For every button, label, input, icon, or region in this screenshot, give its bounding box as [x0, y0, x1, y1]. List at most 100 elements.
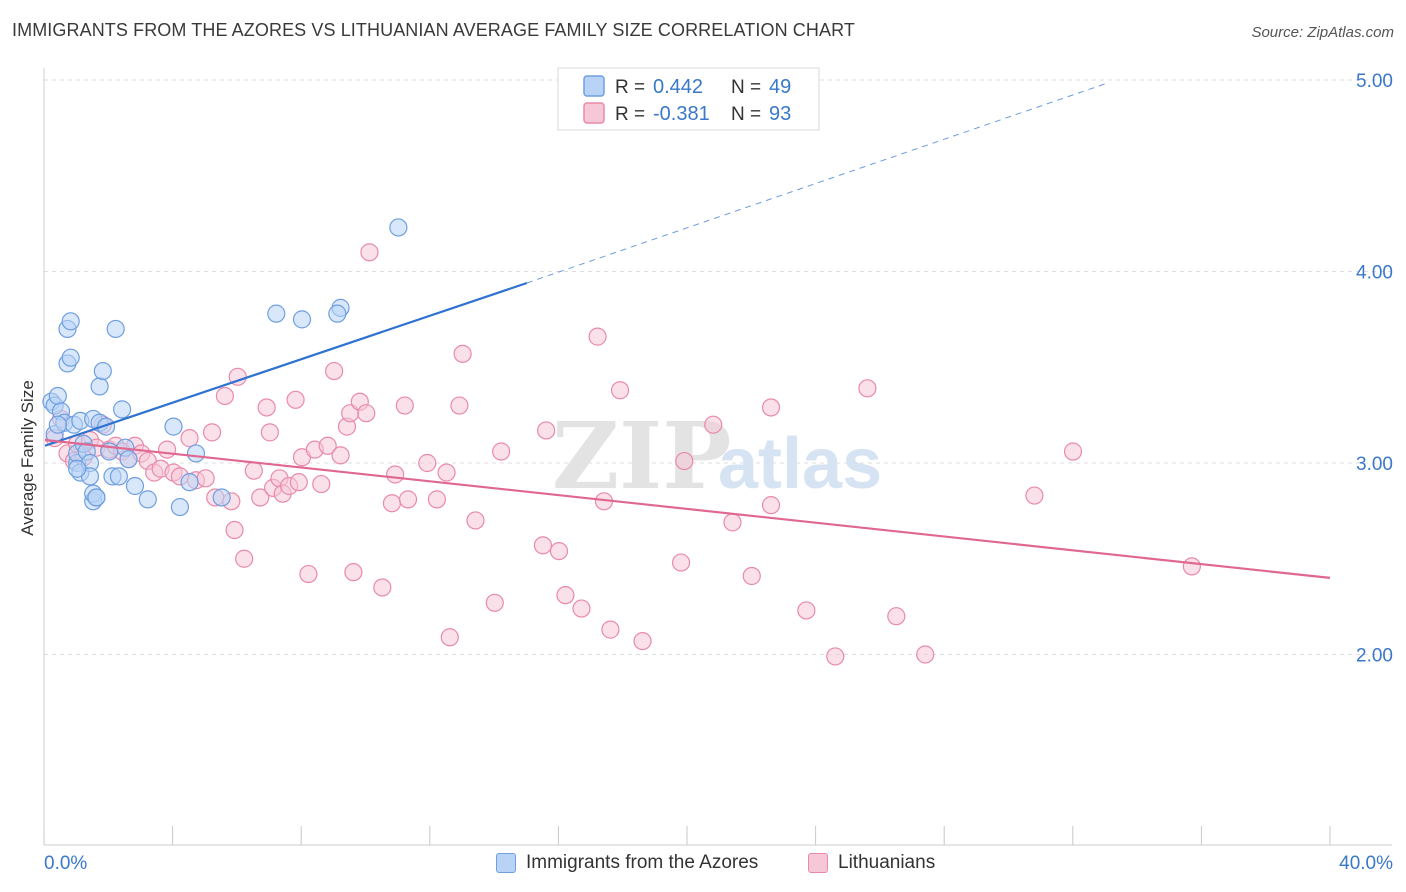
- lithuanian-point: [610, 381, 630, 400]
- azores-point: [267, 304, 286, 323]
- azores-point: [170, 497, 190, 517]
- lithuanian-trendline: [44, 438, 1331, 579]
- series-lithuanian: [45, 243, 1201, 666]
- azores-point: [93, 361, 112, 381]
- legend-label-lithuanians: Lithuanians: [838, 852, 936, 873]
- n-value: 93: [769, 103, 791, 125]
- lithuanian-point: [1063, 442, 1083, 461]
- lithuanian-point: [312, 474, 331, 494]
- watermark-zip: ZIP: [552, 402, 731, 510]
- lithuanian-point: [196, 469, 215, 488]
- lithuanian-point: [202, 423, 222, 442]
- lithuanian-point: [466, 511, 485, 530]
- lithuanian-point: [235, 549, 254, 568]
- lithuanian-point: [450, 396, 469, 415]
- lithuanian-point: [742, 566, 761, 586]
- lithuanian-point: [761, 496, 781, 515]
- azores-point: [292, 310, 312, 329]
- lithuanian-point: [492, 442, 511, 461]
- y-tick-label: 2.00: [1356, 646, 1393, 667]
- r-label: R =: [615, 104, 645, 125]
- azores-point: [106, 319, 125, 339]
- lithuanian-point: [916, 645, 935, 664]
- lithuanian-point: [633, 631, 652, 651]
- lithuanian-point: [887, 607, 906, 626]
- azores-point: [68, 459, 87, 478]
- y-tick-label: 5.00: [1356, 71, 1393, 92]
- azores-point: [186, 444, 206, 463]
- azores-point: [61, 312, 80, 331]
- lithuanian-point: [325, 361, 344, 381]
- lithuanian-point: [257, 398, 276, 417]
- watermark-atlas: atlas: [718, 424, 882, 504]
- lithuanian-point: [1182, 557, 1201, 576]
- lithuanian-point: [601, 620, 620, 639]
- lithuanian-point: [1025, 486, 1044, 505]
- lithuanian-point: [533, 536, 553, 555]
- lithuanian-point: [386, 465, 405, 484]
- stats-legend: R = 0.442 N = 49 R = -0.381 N = 93: [557, 67, 820, 131]
- r-value: 0.442: [653, 76, 703, 98]
- lithuanian-point: [704, 415, 723, 434]
- lithuanian-point: [437, 463, 456, 482]
- chart-title: IMMIGRANTS FROM THE AZORES VS LITHUANIAN…: [12, 20, 855, 40]
- r-value: -0.381: [653, 103, 710, 125]
- azores-point: [87, 488, 106, 507]
- y-tick-label: 4.00: [1356, 263, 1393, 284]
- lithuanian-point: [588, 327, 607, 346]
- azores-trendline: [44, 281, 528, 447]
- lithuanian-point: [357, 404, 376, 423]
- lithuanian-point: [440, 628, 459, 647]
- y-axis-label: Average Family Size: [18, 380, 37, 536]
- azores-point: [119, 450, 138, 469]
- lithuanian-point: [418, 453, 437, 473]
- azores-point: [138, 490, 157, 509]
- azores-point: [328, 304, 347, 323]
- azores-point: [90, 377, 109, 396]
- lithuanian-point: [344, 563, 363, 582]
- lithuanian-point: [549, 541, 569, 561]
- n-value: 49: [769, 76, 791, 98]
- azores-point: [61, 348, 80, 367]
- x-tick-label-max: 40.0%: [1339, 853, 1393, 874]
- lithuanian-point: [382, 494, 402, 513]
- source-credit: Source: ZipAtlas.com: [1251, 24, 1394, 41]
- n-label: N =: [731, 77, 761, 98]
- lithuanians-swatch: [808, 853, 828, 873]
- lithuanian-point: [289, 473, 308, 492]
- lithuanian-point: [675, 451, 694, 471]
- lithuanian-point: [157, 440, 177, 459]
- y-tick-label: 3.00: [1356, 454, 1393, 475]
- lithuanian-point: [427, 490, 447, 509]
- lithuanian-point: [244, 461, 263, 480]
- r-label: R =: [615, 77, 645, 98]
- stats-swatch: [583, 102, 605, 124]
- lithuanian-point: [453, 344, 472, 363]
- lithuanian-point: [797, 601, 816, 620]
- azores-point: [109, 467, 128, 486]
- lithuanian-point: [537, 421, 556, 440]
- lithuanian-point: [331, 446, 350, 465]
- lithuanian-point: [398, 490, 418, 509]
- lithuanian-point: [180, 429, 199, 448]
- stats-swatch: [583, 75, 605, 97]
- azores-swatch: [496, 853, 516, 873]
- n-label: N =: [731, 104, 761, 125]
- azores-point: [48, 386, 67, 406]
- lithuanian-point: [251, 488, 270, 507]
- azores-point: [389, 218, 408, 237]
- azores-point: [212, 488, 231, 507]
- legend-entry-lithuanians[interactable]: Lithuanians: [808, 852, 935, 874]
- lithuanian-point: [215, 386, 234, 406]
- azores-point: [125, 476, 145, 496]
- lithuanian-point: [761, 398, 781, 417]
- legend-entry-azores[interactable]: Immigrants from the Azores: [496, 852, 758, 874]
- lithuanian-point: [826, 647, 845, 666]
- lithuanian-point: [225, 520, 244, 540]
- lithuanian-point: [556, 586, 575, 605]
- azores-point: [96, 417, 116, 436]
- azores-point: [48, 415, 67, 434]
- lithuanian-point: [360, 243, 379, 262]
- lithuanian-point: [723, 513, 742, 532]
